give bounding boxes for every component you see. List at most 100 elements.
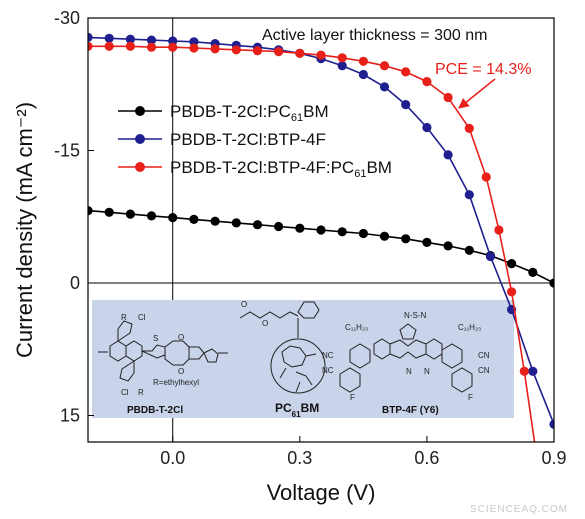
btp-cn-right-2: CN: [478, 366, 490, 375]
watermark: SCIENCEAQ.COM: [470, 504, 568, 515]
legend-label-1: PBDB-T-2Cl:BTP-4F: [170, 130, 326, 149]
btp-nc-left-2: NC: [322, 366, 334, 375]
series-1-point: [125, 34, 135, 44]
series-1-point: [104, 33, 114, 43]
pce-arrow: [458, 78, 496, 109]
btp-c11-left: C₁₁H₂₃: [345, 323, 368, 332]
series-1-point: [485, 251, 496, 262]
x-tick-label: 0.0: [160, 448, 185, 468]
btp-f-left: F: [350, 393, 355, 402]
series-2-point: [316, 50, 326, 60]
series-1-point: [401, 100, 411, 110]
series-0-point: [528, 267, 538, 277]
pc61bm-label: PC61BM: [275, 401, 319, 419]
x-tick-label: 0.6: [414, 448, 439, 468]
series-layer: [88, 32, 554, 442]
btp-n-s-n-label: N-S-N: [404, 311, 426, 320]
series-0-point: [422, 237, 432, 247]
btp-n-label: N: [406, 367, 412, 376]
pc61bm-o-label: O: [241, 300, 247, 309]
series-2-point: [443, 92, 453, 103]
series-0-point: [295, 223, 305, 233]
series-2-point: [125, 41, 135, 51]
pbdb-t-o-label-2: O: [178, 367, 184, 376]
series-2-point: [401, 67, 411, 77]
series-0-point: [210, 216, 220, 226]
series-0-point: [401, 234, 411, 244]
pbdb-t-cl-label-2: Cl: [121, 388, 129, 397]
y-tick-label: -15: [54, 141, 80, 161]
series-0-point: [316, 225, 326, 235]
y-tick-label: 15: [60, 406, 80, 426]
series-2-point: [295, 48, 305, 58]
series-2-point: [168, 42, 178, 52]
y-tick-label: 0: [70, 273, 80, 293]
series-1-point: [528, 366, 538, 376]
btp-f-right: F: [468, 393, 473, 402]
series-1-point: [549, 419, 554, 429]
series-0-point: [337, 227, 347, 237]
pbdb-t-r-label-2: R: [138, 388, 144, 397]
series-2-point: [252, 46, 263, 56]
btp-4f-label: BTP-4F (Y6): [382, 405, 439, 416]
pbdb-t-o-label: O: [178, 333, 184, 342]
btp-c11-right: C₁₁H₂₃: [458, 323, 481, 332]
y-axis-title: Current density (mA cm⁻²): [12, 102, 37, 358]
legend-marker-2: [135, 162, 145, 172]
series-2-point: [231, 45, 241, 55]
series-0-point: [146, 211, 157, 221]
series-0-point: [252, 220, 263, 230]
pbdb-t-cl-label-1: Cl: [138, 313, 146, 322]
x-axis-title: Voltage (V): [267, 480, 376, 505]
series-0-point: [379, 231, 390, 241]
btp-n-label-2: N: [424, 367, 430, 376]
series-2-point: [146, 42, 157, 52]
series-2-point: [494, 225, 504, 235]
series-1-point: [358, 69, 368, 80]
x-tick-label: 0.9: [541, 448, 566, 468]
series-2-point: [274, 47, 284, 57]
legend-label-2: PBDB-T-2Cl:BTP-4F:PC61BM: [170, 158, 392, 180]
pbdb-t-2cl-label: PBDB-T-2Cl: [127, 405, 183, 416]
inset-background: [92, 300, 514, 418]
series-2-point: [210, 44, 220, 54]
pc61bm-o-label-2: O: [262, 319, 268, 328]
series-line-0: [88, 209, 554, 284]
series-2-point: [189, 43, 199, 53]
series-2-point: [337, 53, 347, 63]
pc61bm-structure: [239, 301, 326, 394]
pce-annotation: PCE = 14.3%: [435, 61, 532, 78]
legend-marker-0: [135, 106, 145, 116]
series-0-point: [358, 228, 368, 239]
series-2-point: [104, 41, 114, 51]
btp-4f-structure: [339, 323, 473, 393]
structures-inset: R Cl Cl R S O O R=ethylhexyl PBDB-T-2Cl …: [92, 300, 514, 419]
series-0-point: [231, 218, 241, 228]
series-0-point: [443, 241, 453, 251]
series-0-point: [88, 206, 93, 216]
series-2-point: [422, 77, 432, 87]
series-0-point: [507, 259, 517, 269]
series-0-point: [168, 213, 178, 223]
pbdb-t-r-label: R: [121, 313, 127, 322]
series-2-point: [379, 61, 390, 71]
axis-layer: 0.0 0.3 0.6 0.9 -30 -15 0 15: [54, 8, 567, 468]
series-2-point: [464, 123, 474, 133]
series-2-point: [519, 366, 529, 376]
series-0-point: [549, 278, 554, 288]
series-1-point: [146, 35, 157, 45]
thickness-annotation: Active layer thickness = 300 nm: [262, 27, 487, 44]
legend: PBDB-T-2Cl:PC61BM PBDB-T-2Cl:BTP-4F PBDB-T…: [118, 102, 392, 180]
pbdb-t-s-label: S: [153, 334, 158, 343]
series-2-point: [481, 172, 491, 182]
series-1-point: [422, 122, 432, 133]
series-1-point: [443, 150, 453, 160]
series-1-point: [337, 61, 347, 71]
series-0-point: [274, 221, 284, 232]
series-2-point: [88, 41, 93, 51]
plot-frame: [87, 17, 555, 443]
pbdb-t-2cl-structure: [98, 320, 228, 382]
btp-nc-left: NC: [322, 351, 334, 360]
series-1-point: [379, 82, 390, 92]
